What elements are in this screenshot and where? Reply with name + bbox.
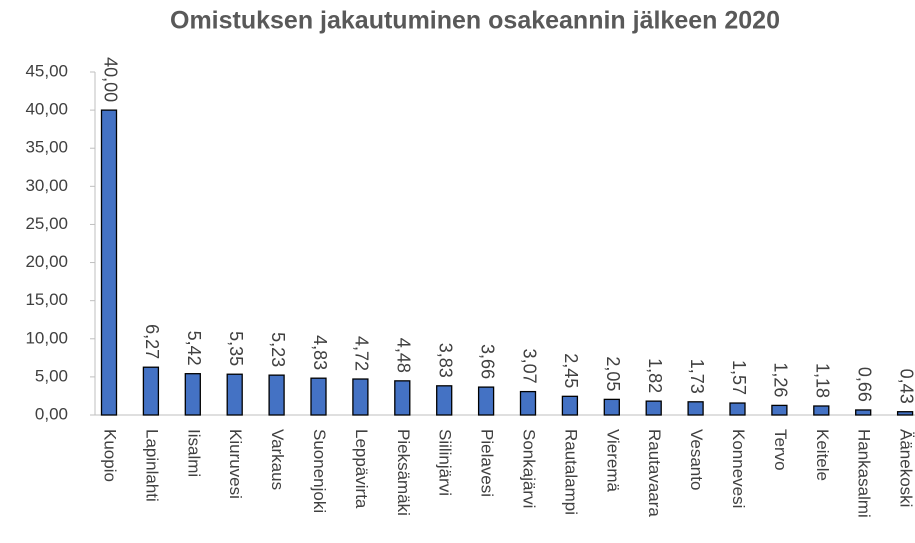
value-label: 5,42 <box>184 331 204 366</box>
value-label: 0,43 <box>896 369 915 404</box>
x-tick-label: Varkaus <box>268 429 287 490</box>
y-tick-label: 15,00 <box>25 290 68 309</box>
value-label: 4,72 <box>352 336 372 371</box>
x-tick-label: Sonkajärvi <box>520 429 539 508</box>
bar <box>436 385 453 416</box>
x-tick-label: Rautavaara <box>645 429 664 517</box>
bar <box>561 395 579 416</box>
x-tick-label: Leppävirta <box>352 429 371 509</box>
y-tick-label: 30,00 <box>25 176 68 195</box>
bar <box>268 374 285 416</box>
value-label: 4,83 <box>310 335 330 370</box>
bar <box>310 377 327 416</box>
bar <box>687 401 704 416</box>
bar <box>603 398 620 416</box>
x-tick-label: Lapinlahti <box>142 429 161 502</box>
value-label: 3,83 <box>435 343 455 378</box>
bar <box>729 402 746 416</box>
bar <box>519 390 537 416</box>
x-tick-label: Kuopio <box>101 429 120 482</box>
x-tick-label: Hankasalmi <box>855 429 874 518</box>
bar <box>100 109 118 416</box>
y-tick-label: 40,00 <box>25 100 68 119</box>
value-label: 3,66 <box>477 344 497 379</box>
value-label: 1,26 <box>771 362 791 397</box>
bar <box>855 409 872 416</box>
x-tick-label: Rautalampi <box>561 429 580 515</box>
bar <box>142 366 160 416</box>
value-label: 4,48 <box>394 338 414 373</box>
value-label: 1,73 <box>687 359 707 394</box>
chart-title: Omistuksen jakautuminen osakeannin jälke… <box>170 7 780 35</box>
x-tick-label: Tervo <box>771 429 790 471</box>
y-tick-label: 0,00 <box>35 404 68 423</box>
y-tick-label: 10,00 <box>25 328 68 347</box>
x-tick-label: Vesanto <box>687 429 706 490</box>
y-tick-label: 35,00 <box>25 138 68 157</box>
x-tick-label: Keitele <box>813 429 832 481</box>
x-tick-label: Pieksämäki <box>394 429 413 516</box>
bar <box>394 380 411 416</box>
y-tick-label: 45,00 <box>25 61 68 80</box>
y-tick-label: 25,00 <box>25 214 68 233</box>
bar <box>771 404 788 416</box>
x-tick-label: Vieremä <box>603 429 622 493</box>
value-label: 5,35 <box>226 331 246 366</box>
x-tick-label: Konnevesi <box>729 429 748 508</box>
value-label: 1,18 <box>813 363 833 398</box>
value-label: 1,82 <box>645 358 665 393</box>
value-label: 1,57 <box>729 360 749 395</box>
bar <box>184 373 201 416</box>
x-tick-label: Iisalmi <box>184 429 203 477</box>
bar <box>645 400 662 416</box>
x-tick-label: Kiuruvesi <box>226 429 245 499</box>
x-tick-label: Äänekoski <box>897 429 915 507</box>
x-tick-label: Siilinjärvi <box>436 429 455 496</box>
x-tick-label: Pielavesi <box>478 429 497 497</box>
value-label: 6,27 <box>142 324 162 359</box>
value-label: 3,07 <box>519 349 539 384</box>
y-tick-label: 20,00 <box>25 252 68 271</box>
bar <box>477 386 495 416</box>
bar <box>813 405 830 416</box>
y-tick-label: 5,00 <box>35 366 68 385</box>
bar <box>226 373 243 416</box>
value-label: 0,66 <box>854 367 874 402</box>
value-label: 5,23 <box>268 332 288 367</box>
bar <box>352 378 369 416</box>
value-label: 2,45 <box>561 353 581 388</box>
value-label: 40,00 <box>100 57 120 102</box>
value-label: 2,05 <box>603 356 623 391</box>
x-tick-label: Suonenjoki <box>310 429 329 513</box>
bar <box>896 411 914 416</box>
